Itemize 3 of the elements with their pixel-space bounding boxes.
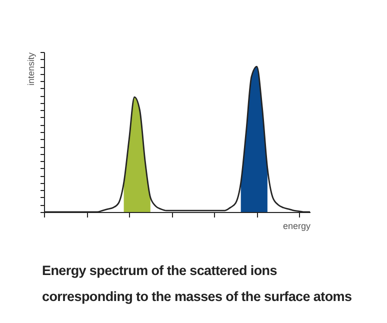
x-axis-title: energy <box>282 221 311 231</box>
y-axis-title: intensity <box>26 52 36 86</box>
text: Energy spectrum of the scattered ions corresponding to the masses of the surface atoms <box>42 262 353 306</box>
